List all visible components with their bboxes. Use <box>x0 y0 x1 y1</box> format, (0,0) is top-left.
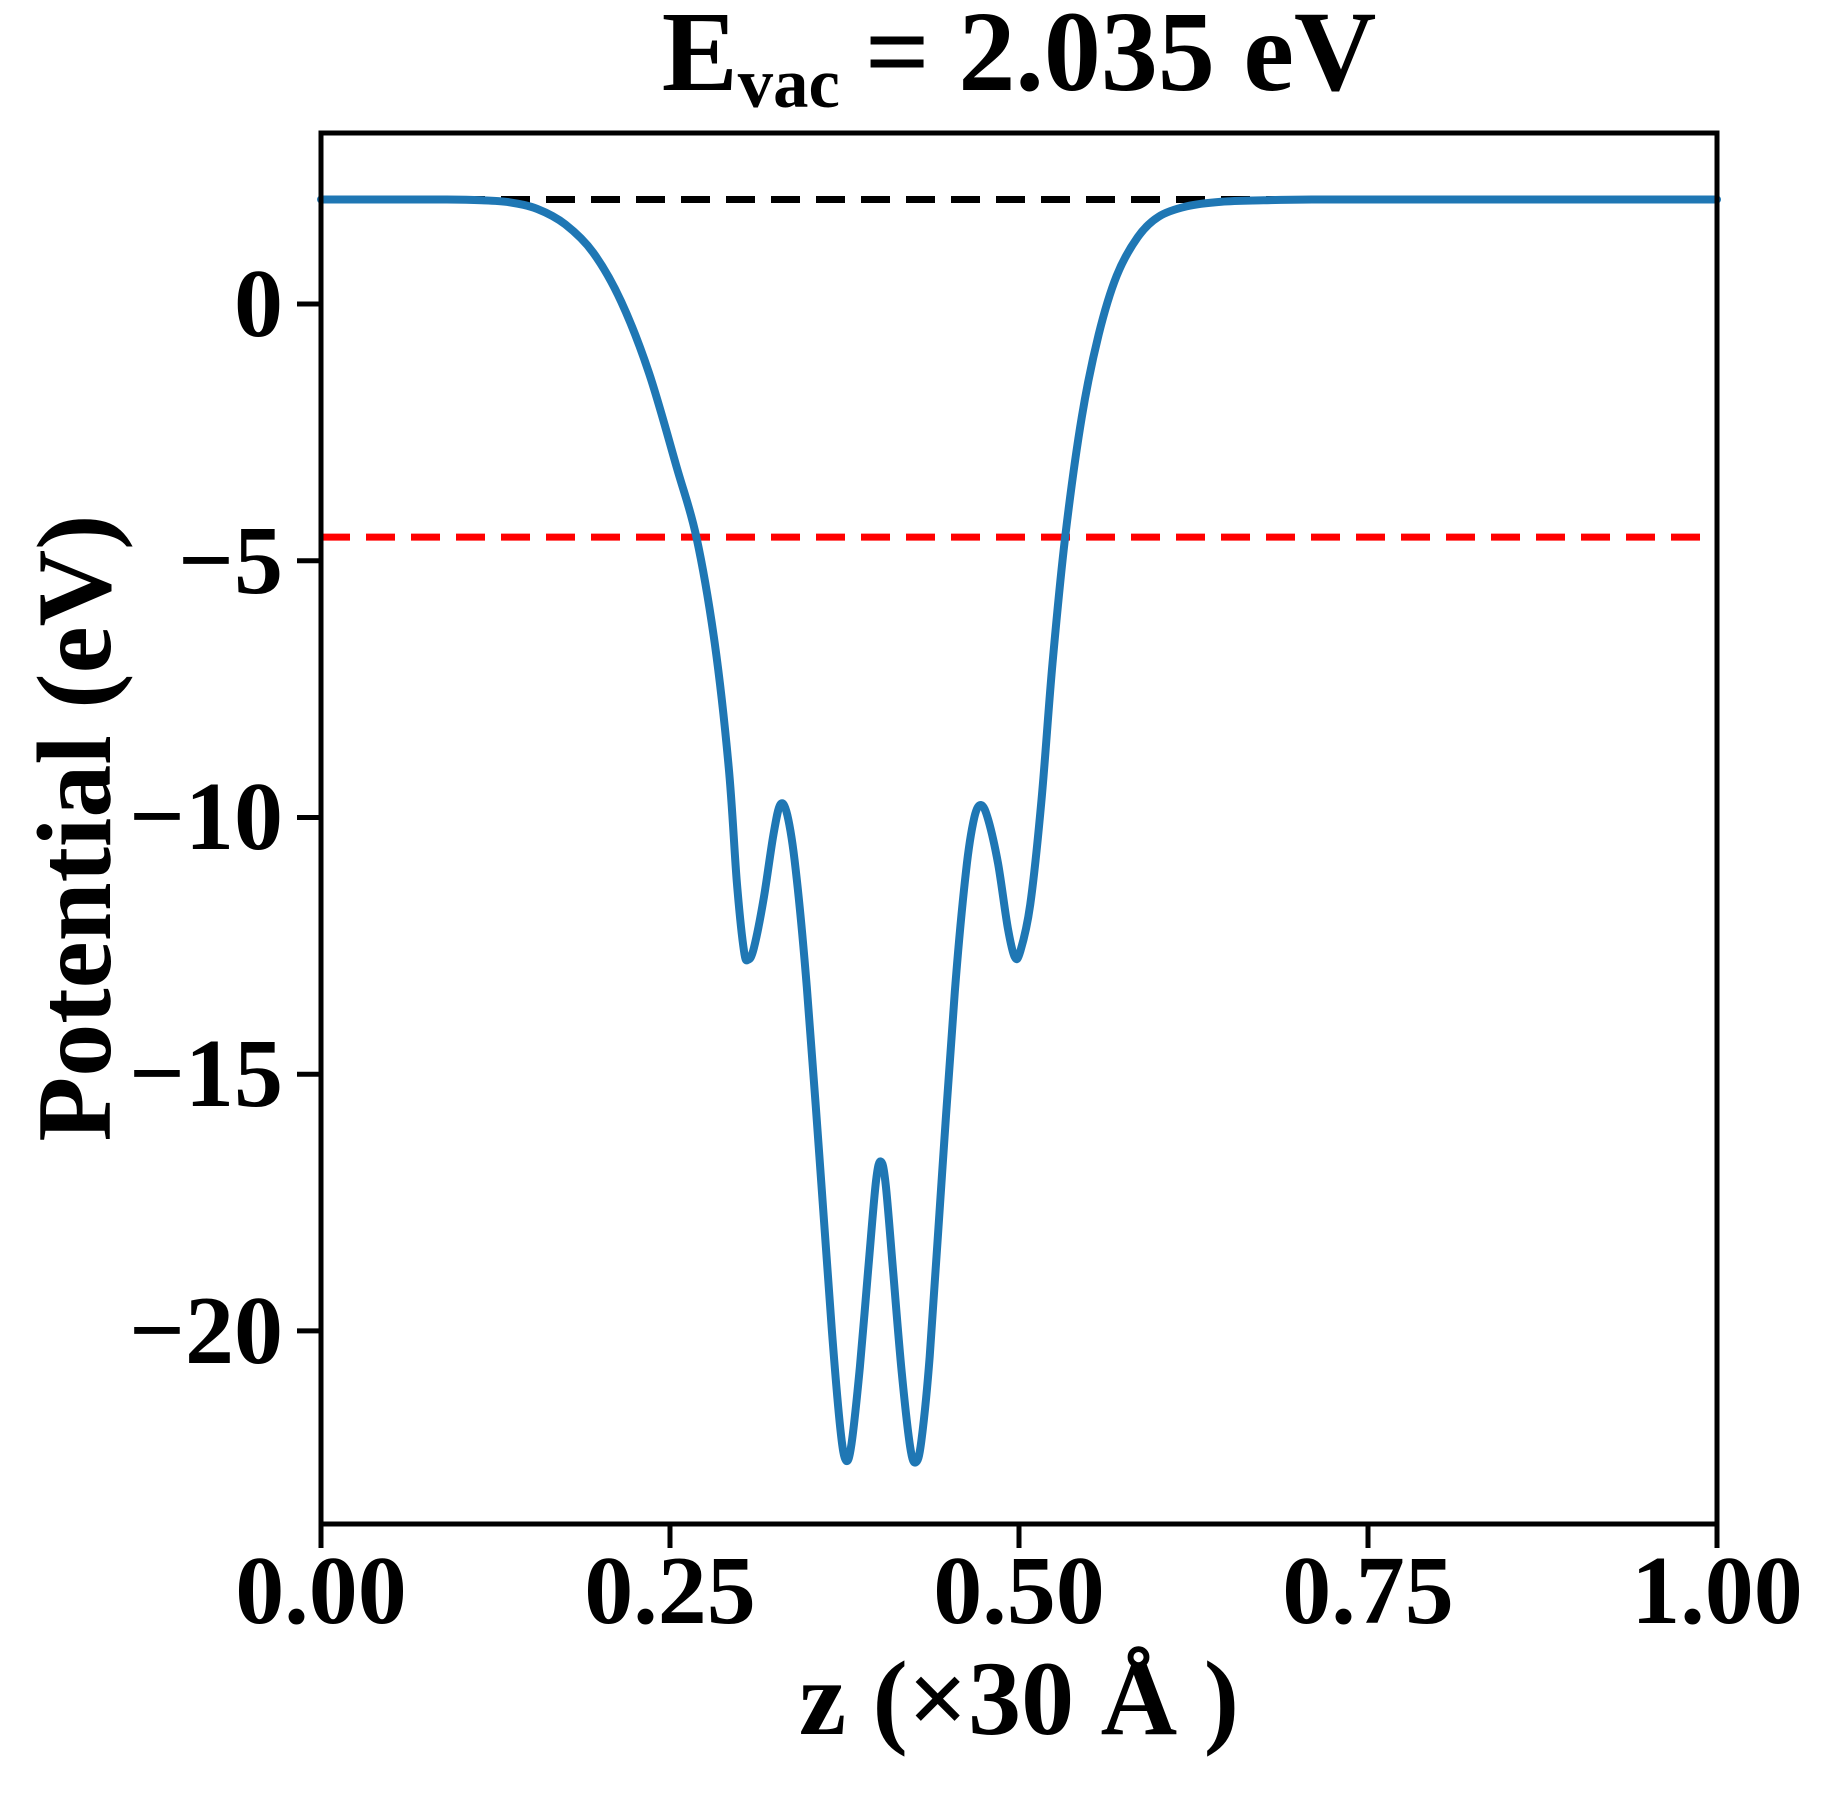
x-tick-label: 1.00 <box>1631 1537 1803 1645</box>
title-subscript: vac <box>737 44 840 123</box>
reference-lines-group <box>321 195 1717 541</box>
x-axis-label: z (×30 Å ) <box>798 1640 1240 1757</box>
axes-spines <box>318 130 1720 1527</box>
curves-group <box>317 195 1721 1467</box>
planar-averaged-potential-curve <box>317 195 1721 1467</box>
y-tick-label: −20 <box>129 1276 283 1385</box>
x-tick-label: 0.00 <box>235 1537 407 1645</box>
x-tick-label: 0.25 <box>584 1537 756 1645</box>
chart-title: Evac = 2.035 eV <box>321 0 1717 123</box>
y-tick-label: 0 <box>234 249 283 358</box>
x-tick-label: 0.50 <box>933 1537 1105 1645</box>
y-tick-label: −10 <box>129 763 283 872</box>
axis-ticks-group <box>297 301 1720 1548</box>
x-tick-label: 0.75 <box>1282 1537 1454 1645</box>
y-tick-label: −5 <box>178 506 283 615</box>
y-tick-label: −15 <box>129 1020 283 1129</box>
title-symbol: E <box>661 0 738 115</box>
title-rest: = 2.035 eV <box>864 0 1377 115</box>
